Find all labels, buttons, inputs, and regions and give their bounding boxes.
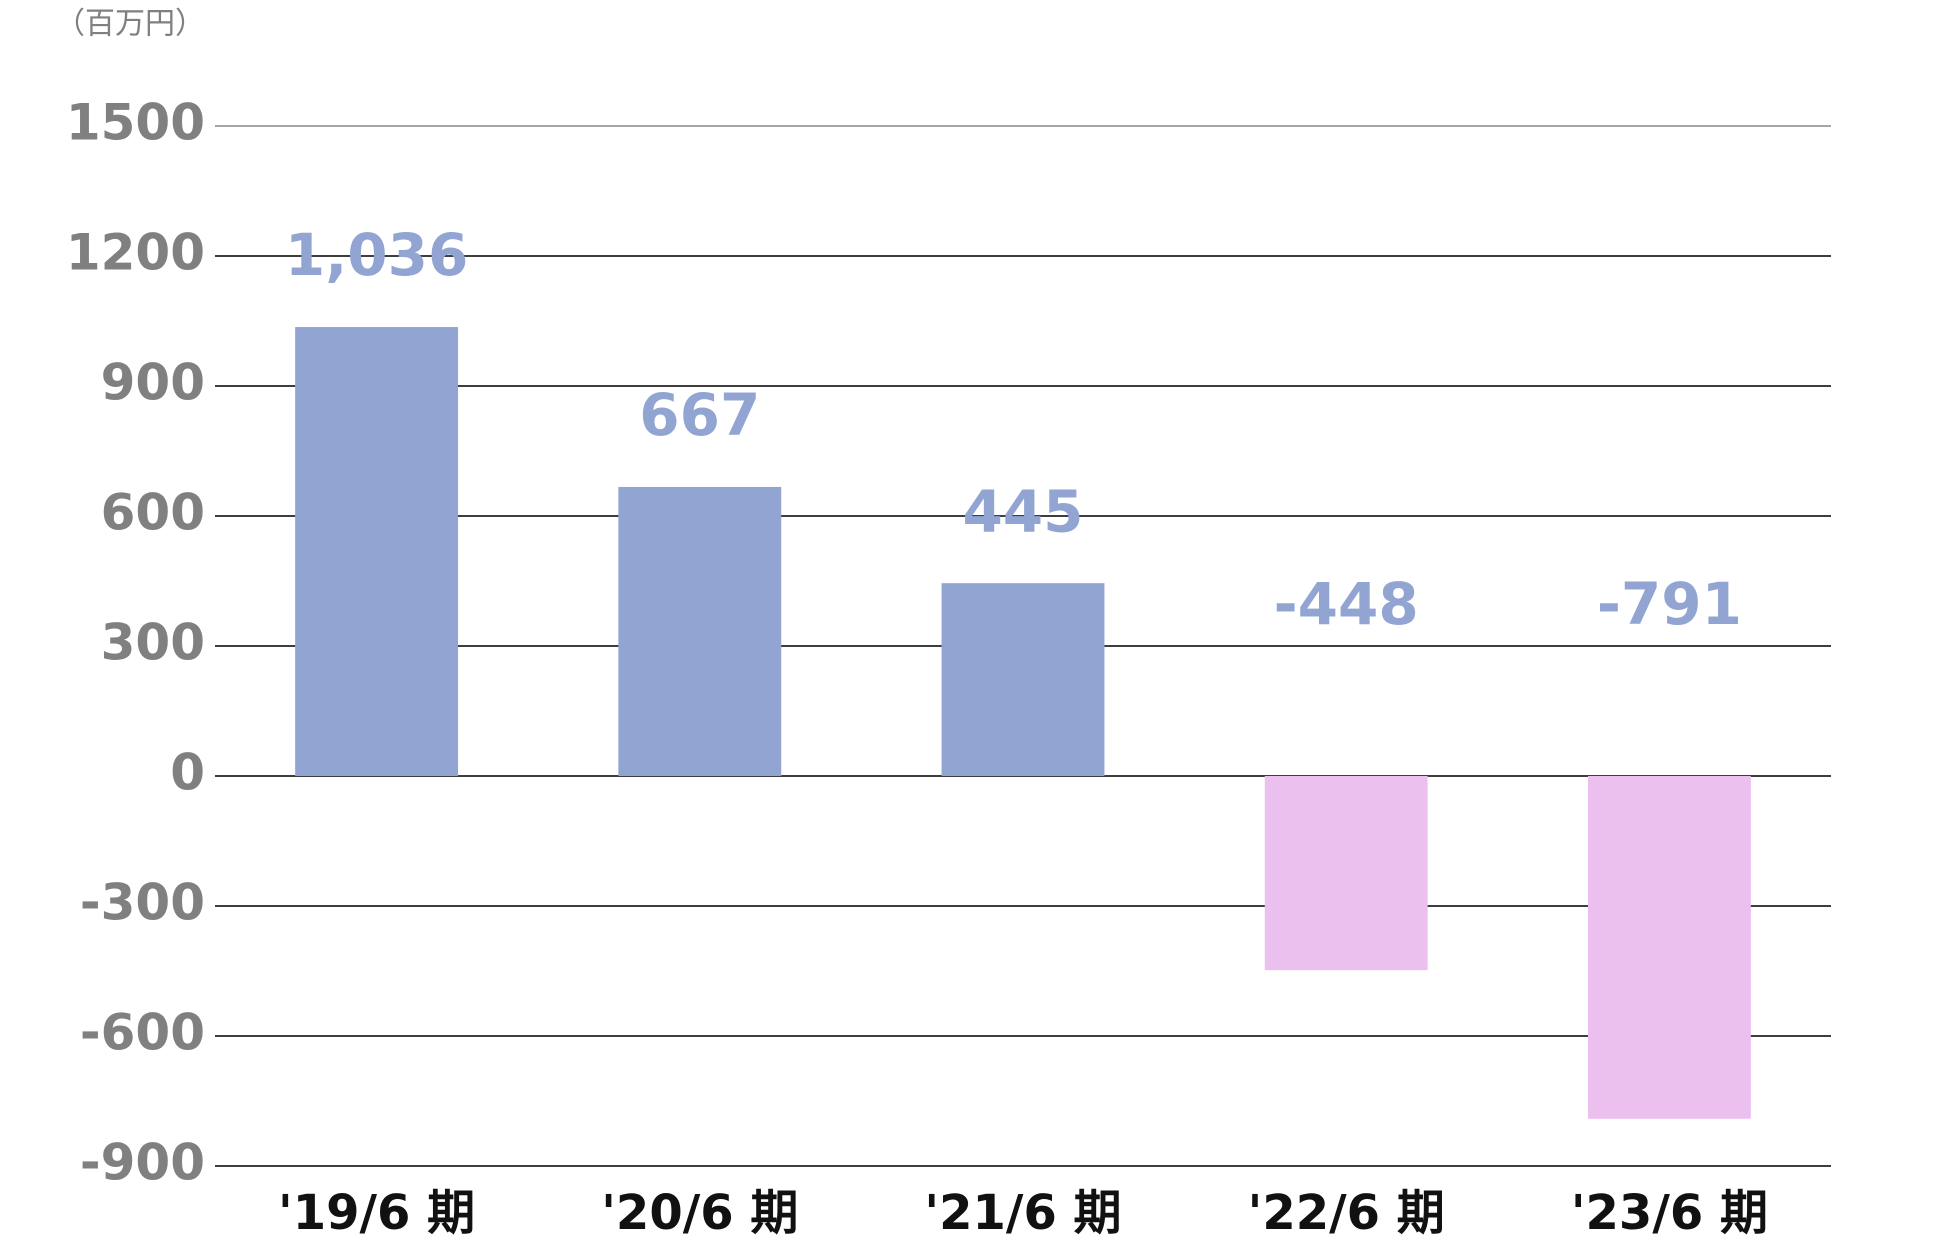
x-tick-label: '20/6 期 [601, 1185, 798, 1241]
data-label: 445 [962, 477, 1083, 545]
y-tick-label: 0 [170, 744, 205, 802]
y-tick-label: -600 [80, 1004, 205, 1062]
y-tick-label: 1200 [66, 224, 205, 282]
data-label: -791 [1597, 570, 1742, 638]
bar [295, 327, 459, 776]
x-tick-label: '19/6 期 [278, 1185, 475, 1241]
y-axis-label: （百万円） [55, 7, 205, 42]
bar [941, 583, 1105, 776]
data-label: -448 [1274, 570, 1419, 638]
y-tick-label: 300 [101, 614, 205, 672]
bar [1264, 776, 1428, 971]
data-label: 667 [639, 381, 760, 449]
x-tick-label: '21/6 期 [924, 1185, 1121, 1241]
y-tick-label: 900 [101, 354, 205, 412]
y-tick-label: -300 [80, 874, 205, 932]
bar [618, 486, 782, 776]
y-tick-label: 600 [101, 484, 205, 542]
bar [1587, 776, 1751, 1119]
data-label: 1,036 [285, 221, 468, 289]
y-tick-label: 1500 [66, 94, 205, 152]
x-tick-label: '23/6 期 [1571, 1185, 1768, 1241]
x-tick-label: '22/6 期 [1248, 1185, 1445, 1241]
y-tick-label: -900 [80, 1134, 205, 1192]
